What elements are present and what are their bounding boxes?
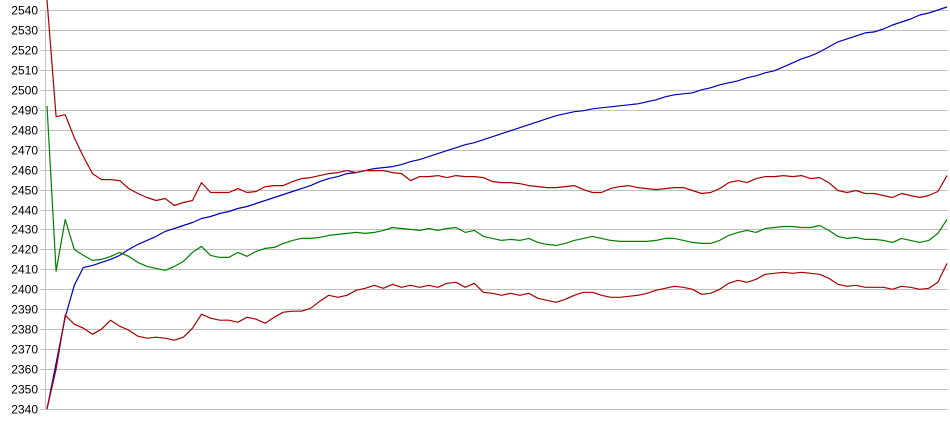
y-axis-tick-label: 2540	[11, 4, 38, 18]
y-axis-tick-label: 2480	[11, 124, 38, 138]
y-axis-tick-label: 2410	[11, 263, 38, 277]
y-axis-tick-label: 2420	[11, 243, 38, 257]
y-axis-tick-label: 2380	[11, 323, 38, 337]
y-axis-tick-label: 2390	[11, 303, 38, 317]
series-red-lower-band	[46, 263, 948, 410]
y-axis-tick-label: 2350	[11, 383, 38, 397]
y-axis-tick-label: 2340	[11, 403, 38, 417]
y-axis-tick-label: 2400	[11, 283, 38, 297]
y-axis-tick-label: 2490	[11, 104, 38, 118]
y-axis-tick-label: 2360	[11, 363, 38, 377]
y-axis-tick-label: 2430	[11, 223, 38, 237]
y-axis-tick-label: 2530	[11, 24, 38, 38]
y-axis-tick-label: 2520	[11, 44, 38, 58]
y-axis-tick-label: 2510	[11, 64, 38, 78]
y-axis-tick-label: 2460	[11, 164, 38, 178]
y-axis-tick-label: 2470	[11, 144, 38, 158]
y-axis-tick-label: 2500	[11, 84, 38, 98]
series-red-upper-band	[46, 0, 948, 207]
y-axis-tick-label: 2440	[11, 204, 38, 218]
y-axis-tick-label: 2450	[11, 184, 38, 198]
series-blue-line	[46, 6, 948, 410]
series-green-mid-line	[46, 105, 948, 272]
y-axis-tick-label: 2370	[11, 343, 38, 357]
